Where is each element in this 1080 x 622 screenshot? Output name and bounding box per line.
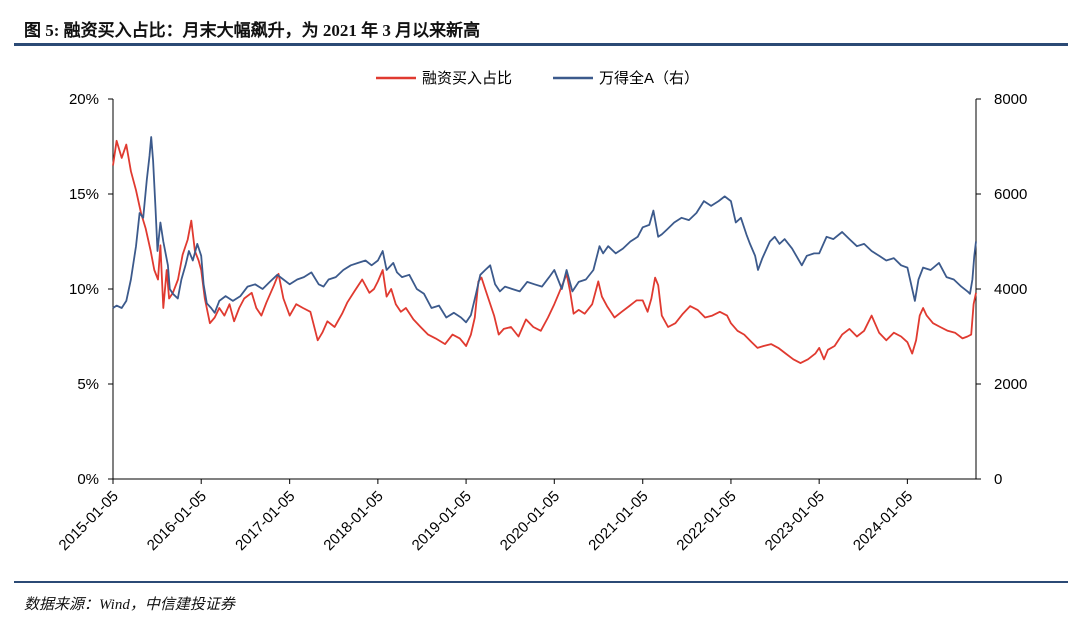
legend-label-margin-ratio: 融资买入占比 (422, 70, 512, 87)
x-tick-label: 2019-01-05 (409, 488, 475, 554)
x-tick-label: 2015-01-05 (56, 488, 122, 554)
x-tick-label: 2023-01-05 (762, 488, 828, 554)
x-tick-label: 2024-01-05 (850, 488, 916, 554)
legend-label-wind-a: 万得全A（右） (599, 69, 699, 87)
right-y-tick-label: 6000 (994, 186, 1027, 203)
x-tick-label: 2017-01-05 (232, 488, 298, 554)
figure-title: 图 5: 融资买入占比：月末大幅飙升，为 2021 年 3 月以来新高 (24, 21, 481, 40)
left-y-tick-label: 5% (77, 376, 99, 393)
left-y-tick-label: 0% (77, 471, 99, 488)
series-line-margin-ratio (112, 139, 977, 364)
series-line-wind-a (112, 136, 977, 324)
legend: 融资买入占比 万得全A（右） (376, 69, 699, 87)
x-tick-label: 2021-01-05 (585, 488, 651, 554)
title-divider (14, 43, 1068, 46)
left-y-tick-label: 20% (69, 91, 99, 108)
footer-divider (14, 581, 1068, 583)
left-y-tick-label: 10% (69, 281, 99, 298)
right-y-tick-label: 8000 (994, 91, 1027, 108)
series-layer (112, 136, 977, 364)
x-tick-label: 2022-01-05 (673, 488, 739, 554)
x-tick-label: 2016-01-05 (144, 488, 210, 554)
x-ticks: 2015-01-05 2016-01-05 2017-01-05 2018-01-05… (56, 479, 916, 554)
x-tick-label: 2018-01-05 (320, 488, 386, 554)
left-y-ticks: 0% 5% 10% 15% 20% (69, 91, 113, 488)
source-note: 数据来源：Wind，中信建投证券 (24, 597, 235, 613)
right-y-ticks: 0 2000 4000 6000 8000 (976, 91, 1027, 488)
right-y-tick-label: 2000 (994, 376, 1027, 393)
right-y-tick-label: 0 (994, 471, 1002, 488)
right-y-tick-label: 4000 (994, 281, 1027, 298)
x-tick-label: 2020-01-05 (497, 488, 563, 554)
axes (112, 99, 977, 480)
left-y-tick-label: 15% (69, 186, 99, 203)
